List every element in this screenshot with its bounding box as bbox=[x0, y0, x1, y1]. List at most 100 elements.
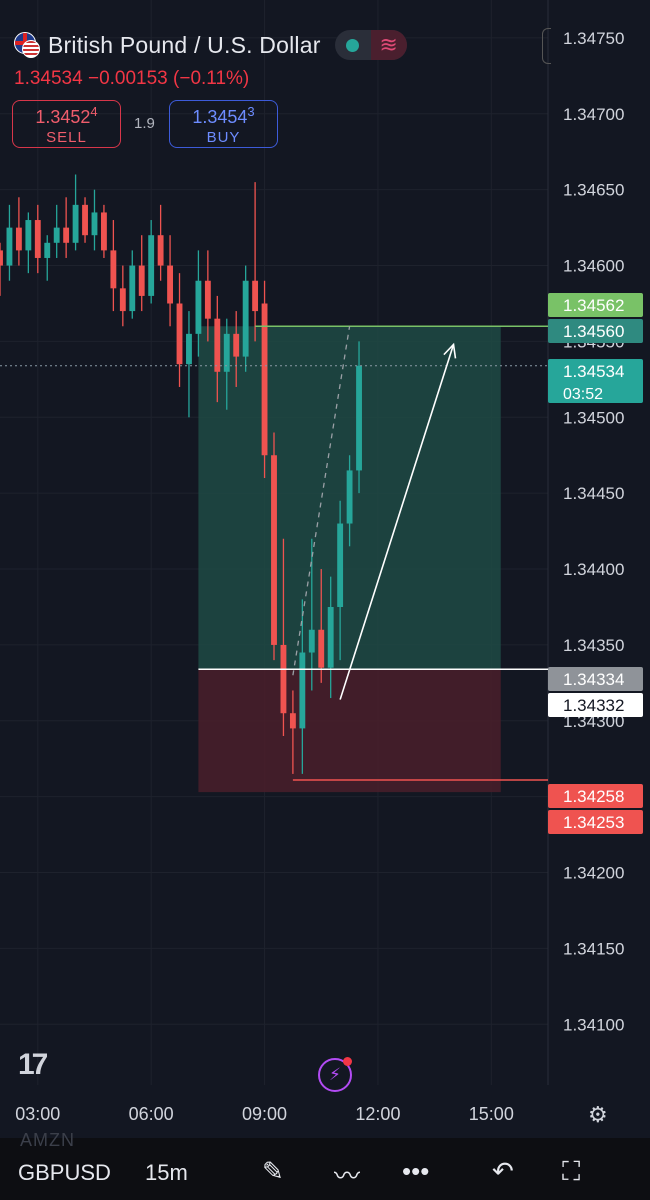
candle-body bbox=[148, 235, 155, 296]
candle-body bbox=[252, 280, 259, 312]
buy-price: 1.3454 bbox=[192, 107, 248, 127]
price-tick-label: 1.34200 bbox=[563, 864, 624, 883]
ghost-symbol: AMZN bbox=[20, 1130, 75, 1150]
candle-body bbox=[167, 265, 173, 304]
price-tick-label: 1.34500 bbox=[563, 408, 624, 427]
candle-body bbox=[346, 470, 353, 524]
symbol-title[interactable]: British Pound / U.S. Dollar bbox=[48, 31, 321, 58]
candle-body bbox=[15, 227, 22, 251]
candle-body bbox=[119, 288, 126, 312]
arrow-head bbox=[443, 342, 457, 359]
price-label-text: 1.34560 bbox=[563, 322, 624, 341]
position-zones bbox=[198, 326, 501, 793]
price-label-box bbox=[548, 293, 643, 317]
time-tick-label: 09:00 bbox=[242, 1104, 287, 1124]
candle-body bbox=[101, 212, 107, 251]
candles bbox=[0, 174, 362, 774]
candle-body bbox=[72, 204, 79, 243]
price-label-text: 1.34534 bbox=[563, 362, 624, 381]
price-label-text: 1.34258 bbox=[563, 787, 624, 806]
price-change-pct: (−0.11%) bbox=[173, 68, 250, 89]
candle-body bbox=[299, 652, 306, 729]
candle-body bbox=[214, 318, 221, 372]
candle-body bbox=[25, 220, 32, 251]
price-change: −0.00153 bbox=[87, 68, 168, 89]
candle-body bbox=[356, 365, 362, 471]
candle-body bbox=[91, 212, 98, 236]
candle-body bbox=[242, 280, 249, 357]
price-label-box bbox=[548, 359, 643, 403]
stop-zone bbox=[198, 669, 501, 793]
title-row: British Pound / U.S. Dollar ≋ bbox=[14, 30, 407, 60]
price-label-text: 1.34334 bbox=[563, 670, 624, 689]
buy-label: BUY bbox=[206, 129, 241, 146]
price-label-box bbox=[548, 319, 643, 343]
candle-body bbox=[0, 250, 3, 266]
annotations bbox=[0, 325, 548, 781]
time-tick-label: 03:00 bbox=[15, 1104, 60, 1124]
candle-body bbox=[271, 455, 277, 645]
candle-body bbox=[289, 713, 296, 729]
spread-value: 1.9 bbox=[134, 115, 155, 132]
time-tick-label: 12:00 bbox=[355, 1104, 400, 1124]
symbol-header: British Pound / U.S. Dollar ≋ 1.34534 −0… bbox=[0, 0, 540, 160]
wave-icon: ≋ bbox=[370, 30, 407, 60]
market-status-pill[interactable]: ≋ bbox=[334, 30, 407, 60]
price-labels: 1.34562 1.34560 1.34534 03:52 1.34334 1.34332… bbox=[548, 293, 643, 834]
fullscreen-icon[interactable]: ⛶ bbox=[562, 1156, 581, 1186]
sell-label: SELL bbox=[46, 129, 87, 146]
candle-body bbox=[233, 333, 240, 357]
candle-body bbox=[138, 265, 145, 296]
candle-body bbox=[327, 606, 334, 668]
candle-body bbox=[63, 227, 70, 243]
candle-body bbox=[186, 333, 192, 365]
sell-price-pip: 4 bbox=[90, 104, 98, 119]
sell-button[interactable]: 1.34524 SELL bbox=[12, 100, 121, 148]
currency-flags-icon bbox=[14, 32, 40, 58]
price-quote: 1.34534 −0.00153 (−0.11%) bbox=[14, 68, 249, 90]
lightning-icon[interactable]: ⚡ bbox=[318, 1057, 352, 1092]
candle-body bbox=[280, 644, 287, 714]
candle-body bbox=[82, 204, 88, 236]
candle-body bbox=[176, 303, 183, 365]
candle-body bbox=[129, 265, 136, 312]
price-tick-label: 1.34150 bbox=[563, 939, 624, 958]
buy-price-pip: 3 bbox=[247, 104, 255, 119]
price-tick-label: 1.34650 bbox=[563, 181, 624, 200]
price-label-box bbox=[548, 784, 643, 808]
countdown-text: 03:52 bbox=[563, 386, 603, 403]
bottom-toolbar bbox=[0, 1138, 650, 1200]
time-tick-label: 06:00 bbox=[129, 1104, 174, 1124]
time-tick-label: 15:00 bbox=[469, 1104, 514, 1124]
arrow-line bbox=[339, 344, 455, 700]
price-tick-label: 1.34350 bbox=[563, 636, 624, 655]
more-icon[interactable]: ••• bbox=[402, 1156, 430, 1186]
price-label-text: 1.34253 bbox=[563, 813, 624, 832]
candle-body bbox=[337, 523, 344, 607]
tradingview-logo: 17 bbox=[18, 1048, 48, 1081]
price-label-box bbox=[548, 693, 643, 717]
symbol-selector[interactable]: GBPUSD bbox=[18, 1160, 111, 1185]
market-open-icon bbox=[335, 30, 371, 60]
side-panel-handle[interactable] bbox=[542, 28, 551, 64]
candle-body bbox=[110, 250, 117, 289]
buy-button[interactable]: 1.34543 BUY bbox=[169, 100, 278, 148]
price-tick-label: 1.34450 bbox=[563, 484, 624, 503]
candle-body bbox=[204, 280, 211, 319]
price-label-text: 1.34332 bbox=[563, 696, 624, 715]
undo-icon[interactable]: ↶ bbox=[492, 1156, 514, 1186]
candle-body bbox=[308, 629, 315, 653]
candle-body bbox=[318, 629, 325, 668]
price-tick-label: 1.34700 bbox=[563, 105, 624, 124]
interval-selector[interactable]: 15m bbox=[145, 1160, 188, 1185]
sell-price: 1.3452 bbox=[35, 107, 91, 127]
candle-body bbox=[44, 242, 51, 258]
last-price: 1.34534 bbox=[14, 68, 83, 89]
trend-line-icon[interactable]: 〰 bbox=[334, 1161, 361, 1191]
price-label-box bbox=[548, 667, 643, 691]
settings-gear-icon[interactable]: ⚙ bbox=[588, 1102, 608, 1127]
pencil-icon[interactable]: ✎ bbox=[262, 1156, 284, 1186]
candle-body bbox=[34, 220, 41, 258]
notification-dot bbox=[343, 1057, 352, 1066]
